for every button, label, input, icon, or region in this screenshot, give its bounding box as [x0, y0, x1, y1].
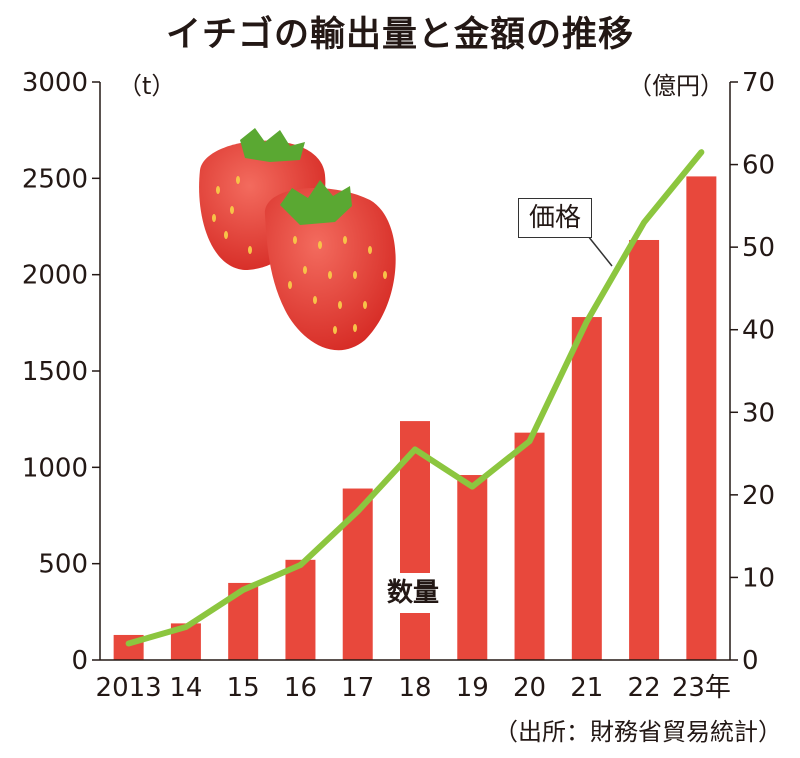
x-tick-label-16: 16 [284, 673, 317, 703]
bar-23年 [686, 176, 717, 660]
left-tick-label-2000: 2000 [22, 261, 88, 291]
bar-21 [571, 317, 602, 660]
source-note: （出所：財務省貿易統計） [494, 718, 782, 746]
right-tick-label-60: 60 [742, 151, 775, 181]
quantity-label: 数量 [375, 573, 452, 613]
left-tick-label-3000: 3000 [22, 68, 88, 98]
right-axis-unit: （億円） [628, 72, 724, 100]
left-tick-label-1500: 1500 [22, 357, 88, 387]
x-tick-label-20: 20 [513, 673, 546, 703]
x-tick-label-21: 21 [570, 673, 603, 703]
bar-19 [457, 475, 488, 660]
right-tick-label-10: 10 [742, 563, 775, 593]
right-tick-label-50: 50 [742, 233, 775, 263]
x-tick-label-19: 19 [456, 673, 489, 703]
chart-title: イチゴの輸出量と金額の推移 [165, 15, 634, 55]
price-callout-pointer [587, 235, 613, 267]
right-tick-label-0: 0 [742, 646, 759, 676]
x-tick-label-23年: 23年 [672, 673, 731, 703]
strawberry-icon [199, 128, 396, 351]
right-tick-label-20: 20 [742, 481, 775, 511]
left-tick-label-0: 0 [71, 646, 88, 676]
price-line [125, 149, 705, 647]
x-tick-label-17: 17 [341, 673, 374, 703]
bar-20 [514, 432, 545, 660]
bar-22 [629, 239, 660, 660]
x-tick-label-18: 18 [398, 673, 431, 703]
left-tick-label-2500: 2500 [22, 164, 88, 194]
x-tick-label-22: 22 [628, 673, 661, 703]
x-tick-label-14: 14 [169, 673, 202, 703]
bar-16 [285, 559, 316, 660]
price-callout: 価格 [518, 198, 593, 238]
left-axis-unit: （t） [118, 72, 176, 100]
right-tick-label-40: 40 [742, 316, 775, 346]
x-tick-label-15: 15 [227, 673, 260, 703]
right-tick-label-70: 70 [742, 68, 775, 98]
right-tick-label-30: 30 [742, 398, 775, 428]
left-tick-label-500: 500 [38, 550, 88, 580]
left-tick-label-1000: 1000 [22, 453, 88, 483]
x-tick-label-2013: 2013 [96, 673, 162, 703]
